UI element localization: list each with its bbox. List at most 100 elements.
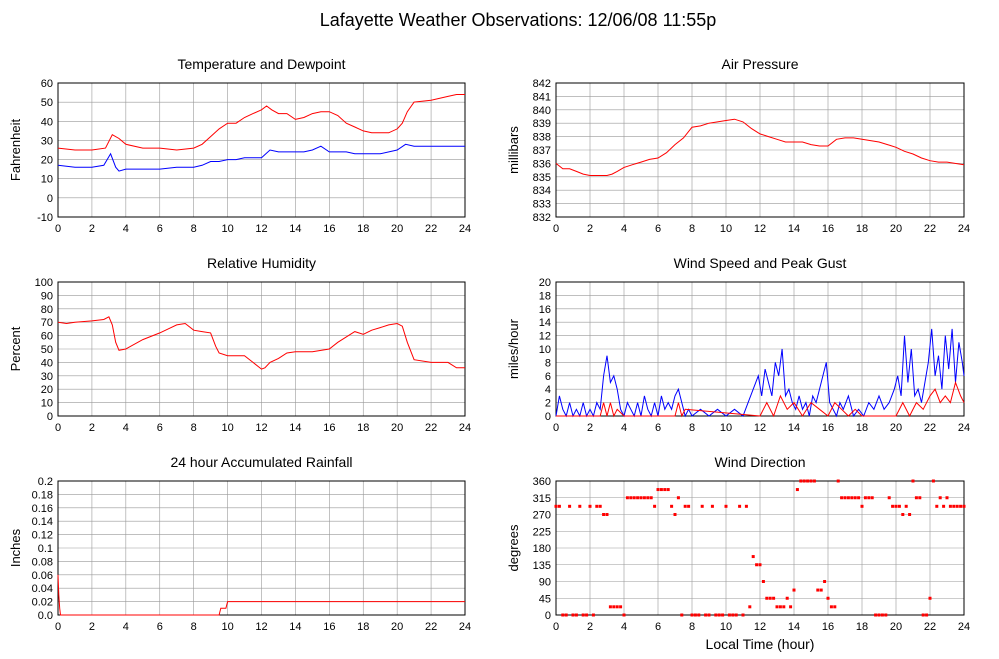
series-line <box>57 94 465 151</box>
y-tick-label: 841 <box>533 91 551 103</box>
x-tick-label: 8 <box>689 422 695 434</box>
x-tick-label: 10 <box>221 223 233 235</box>
series-line <box>57 316 465 370</box>
data-point <box>724 504 728 508</box>
x-tick-label: 20 <box>890 223 902 235</box>
data-point <box>595 504 599 508</box>
x-tick-label: 8 <box>191 223 197 235</box>
x-tick-label: 4 <box>621 621 627 633</box>
x-tick-label: 10 <box>720 422 732 434</box>
data-point <box>710 504 714 508</box>
x-tick-label: 16 <box>323 223 335 235</box>
x-tick-label: 18 <box>856 422 868 434</box>
data-point <box>911 479 915 483</box>
x-tick-label: 10 <box>720 223 732 235</box>
x-tick-label: 12 <box>255 621 267 633</box>
plot-frame <box>555 82 965 218</box>
data-point <box>904 504 908 508</box>
y-tick-label: 90 <box>41 290 53 302</box>
data-point <box>602 513 606 516</box>
x-tick-label: 22 <box>924 621 936 633</box>
data-point <box>799 479 803 483</box>
y-tick-label: 225 <box>533 526 551 538</box>
y-tick-label: 20 <box>41 384 53 396</box>
data-point <box>748 605 752 609</box>
y-tick-label: 50 <box>41 97 53 109</box>
x-tick-label: 12 <box>255 223 267 235</box>
data-point <box>843 496 847 500</box>
x-tick-label: 24 <box>459 422 471 434</box>
y-tick-label: 0.06 <box>32 570 53 582</box>
data-point <box>557 504 561 508</box>
x-tick-label: 8 <box>191 422 197 434</box>
chart-humidity: 0 2 4 6 8 10 12 14 16 18 20 22 240102030405060708090… <box>8 255 471 434</box>
y-tick-label: 0.12 <box>32 530 53 542</box>
data-point <box>619 605 623 609</box>
chart-wind: 0 2 4 6 8 10 12 14 16 18 20 22 2402468101214161820Wi… <box>506 255 970 434</box>
data-point <box>775 605 779 609</box>
data-point <box>802 479 806 483</box>
data-point <box>632 496 636 500</box>
y-axis-label: Percent <box>8 326 23 371</box>
data-point <box>894 504 898 508</box>
x-tick-label: 2 <box>89 621 95 633</box>
data-point <box>819 588 823 592</box>
y-tick-label: 0.1 <box>38 543 53 555</box>
y-tick-label: 12 <box>539 331 551 343</box>
x-tick-label: 2 <box>89 223 95 235</box>
x-tick-label: 0 <box>55 621 61 633</box>
chart-rain: 0 2 4 6 8 10 12 14 16 18 20 22 240.00.020.040.060.08… <box>8 454 471 633</box>
y-tick-label: 40 <box>41 116 53 128</box>
data-point <box>840 496 844 500</box>
data-point <box>785 596 789 600</box>
y-tick-label: 839 <box>533 118 551 130</box>
data-point <box>717 613 721 617</box>
data-point <box>731 613 735 617</box>
data-point <box>918 496 922 500</box>
y-tick-label: 833 <box>533 199 551 211</box>
x-tick-label: 6 <box>157 223 163 235</box>
data-point <box>829 605 833 609</box>
data-point <box>727 613 731 617</box>
x-tick-label: 14 <box>289 223 301 235</box>
data-point <box>874 613 878 617</box>
x-tick-label: 24 <box>459 621 471 633</box>
data-point <box>863 496 867 500</box>
data-point <box>574 613 578 617</box>
x-tick-label: 14 <box>788 223 800 235</box>
data-point <box>931 479 935 483</box>
data-point <box>887 496 891 500</box>
y-tick-label: 0 <box>47 193 53 205</box>
x-tick-label: 22 <box>425 621 437 633</box>
y-tick-label: 832 <box>533 212 551 224</box>
x-tick-label: 22 <box>924 422 936 434</box>
y-tick-label: 4 <box>545 384 551 396</box>
data-point <box>721 613 725 617</box>
data-point <box>659 488 663 492</box>
data-point <box>816 588 820 592</box>
data-point <box>622 613 626 617</box>
x-tick-label: 4 <box>621 422 627 434</box>
data-point <box>581 613 585 617</box>
x-tick-label: 0 <box>553 223 559 235</box>
data-point <box>629 496 633 500</box>
y-axis-label: millibars <box>506 126 521 174</box>
x-tick-label: 18 <box>357 621 369 633</box>
y-tick-label: 80 <box>41 304 53 316</box>
data-point <box>908 513 912 516</box>
series-line <box>57 143 465 172</box>
data-point <box>578 504 582 508</box>
data-point <box>948 504 952 508</box>
data-point <box>891 504 895 508</box>
y-tick-label: 10 <box>41 398 53 410</box>
data-point <box>646 496 650 500</box>
data-point <box>823 580 827 583</box>
plot-frame <box>57 281 466 417</box>
y-tick-label: 0.08 <box>32 556 53 568</box>
y-axis-label: degrees <box>506 524 521 571</box>
x-tick-label: 6 <box>157 621 163 633</box>
y-tick-label: 360 <box>533 476 551 488</box>
chart-temp: 0 2 4 6 8 10 12 14 16 18 20 22 24-100102030405060Tem… <box>8 56 471 235</box>
y-axis-label: Inches <box>8 528 23 567</box>
